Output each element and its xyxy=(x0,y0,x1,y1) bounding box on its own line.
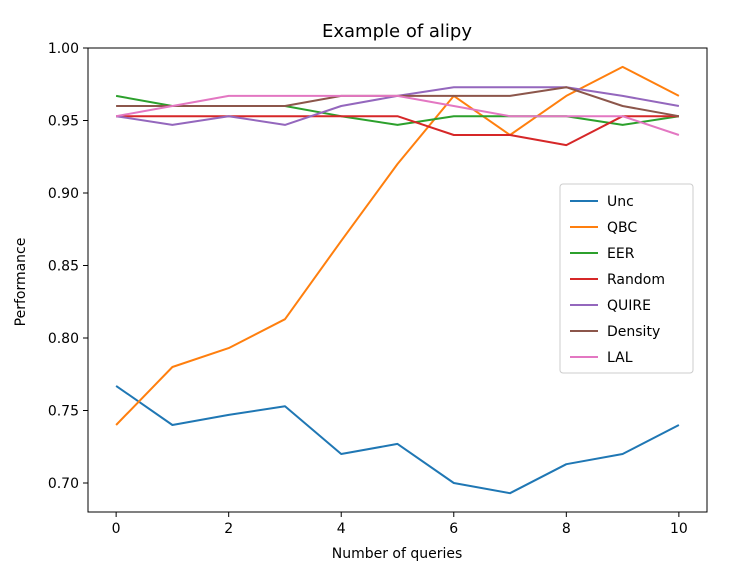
y-tick-label: 0.75 xyxy=(48,404,79,420)
x-tick-label: 2 xyxy=(224,521,233,537)
y-axis-label: Performance xyxy=(13,238,29,327)
series-line-unc xyxy=(115,385,680,495)
y-tick-label: 0.85 xyxy=(48,259,79,275)
legend: Unc QBC EER Random QUIRE Density LAL xyxy=(559,183,694,374)
legend-label-random: Random xyxy=(607,272,665,288)
chart-title: Example of alipy xyxy=(322,21,472,42)
plot-area-frame xyxy=(87,47,708,513)
x-axis-label: Number of queries xyxy=(332,546,463,562)
y-axis: 0.70 0.75 0.80 0.85 0.90 0.95 1.00 xyxy=(48,41,88,492)
legend-label-unc: Unc xyxy=(607,194,634,210)
x-tick-label: 6 xyxy=(449,521,458,537)
legend-label-qbc: QBC xyxy=(607,220,637,236)
x-tick-label: 0 xyxy=(112,521,121,537)
legend-label-quire: QUIRE xyxy=(607,298,651,314)
x-tick-label: 8 xyxy=(562,521,571,537)
y-tick-label: 0.90 xyxy=(48,186,79,202)
y-tick-label: 1.00 xyxy=(48,41,79,57)
legend-box xyxy=(559,183,694,374)
x-axis: 0 2 4 6 8 10 xyxy=(112,512,688,537)
y-tick-label: 0.70 xyxy=(48,476,79,492)
series-lines xyxy=(115,65,680,495)
series-line-qbc xyxy=(115,65,680,426)
legend-label-eer: EER xyxy=(607,246,635,262)
y-tick-label: 0.80 xyxy=(48,331,79,347)
y-tick-label: 0.95 xyxy=(48,114,79,130)
legend-label-lal: LAL xyxy=(607,350,633,366)
series-line-random xyxy=(116,115,679,147)
legend-label-density: Density xyxy=(607,324,660,340)
series-line-lal xyxy=(115,94,680,136)
x-tick-label: 10 xyxy=(670,521,688,537)
x-tick-label: 4 xyxy=(337,521,346,537)
